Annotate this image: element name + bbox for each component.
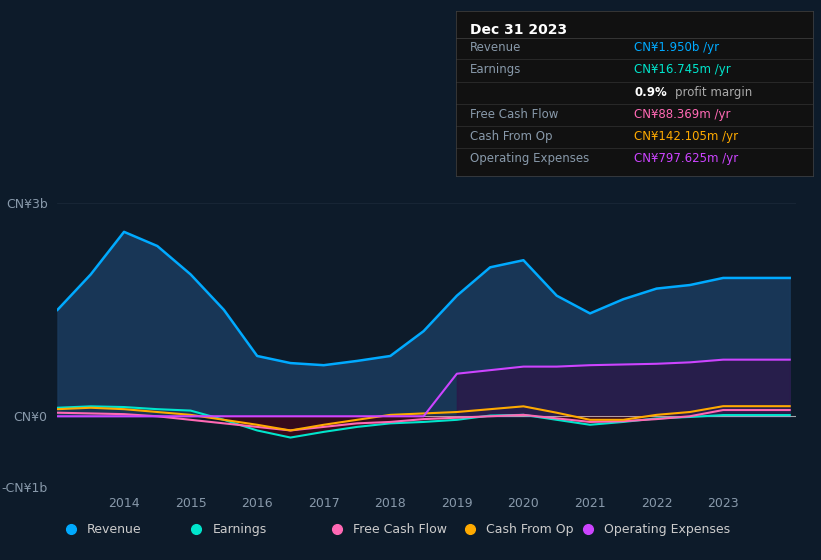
Text: Cash From Op: Cash From Op [486,522,573,536]
Text: Earnings: Earnings [470,63,521,76]
Text: Revenue: Revenue [87,522,141,536]
Text: Operating Expenses: Operating Expenses [470,152,589,165]
Text: Revenue: Revenue [470,41,521,54]
Text: profit margin: profit margin [676,86,753,99]
Text: Dec 31 2023: Dec 31 2023 [470,23,567,37]
Text: CN¥16.745m /yr: CN¥16.745m /yr [635,63,731,76]
Text: Operating Expenses: Operating Expenses [604,522,730,536]
Text: Cash From Op: Cash From Op [470,130,553,143]
Text: CN¥142.105m /yr: CN¥142.105m /yr [635,130,738,143]
Text: Free Cash Flow: Free Cash Flow [353,522,447,536]
Text: Earnings: Earnings [213,522,267,536]
Text: Free Cash Flow: Free Cash Flow [470,108,558,121]
Text: CN¥88.369m /yr: CN¥88.369m /yr [635,108,731,121]
Text: CN¥797.625m /yr: CN¥797.625m /yr [635,152,738,165]
Text: 0.9%: 0.9% [635,86,667,99]
Text: CN¥1.950b /yr: CN¥1.950b /yr [635,41,719,54]
